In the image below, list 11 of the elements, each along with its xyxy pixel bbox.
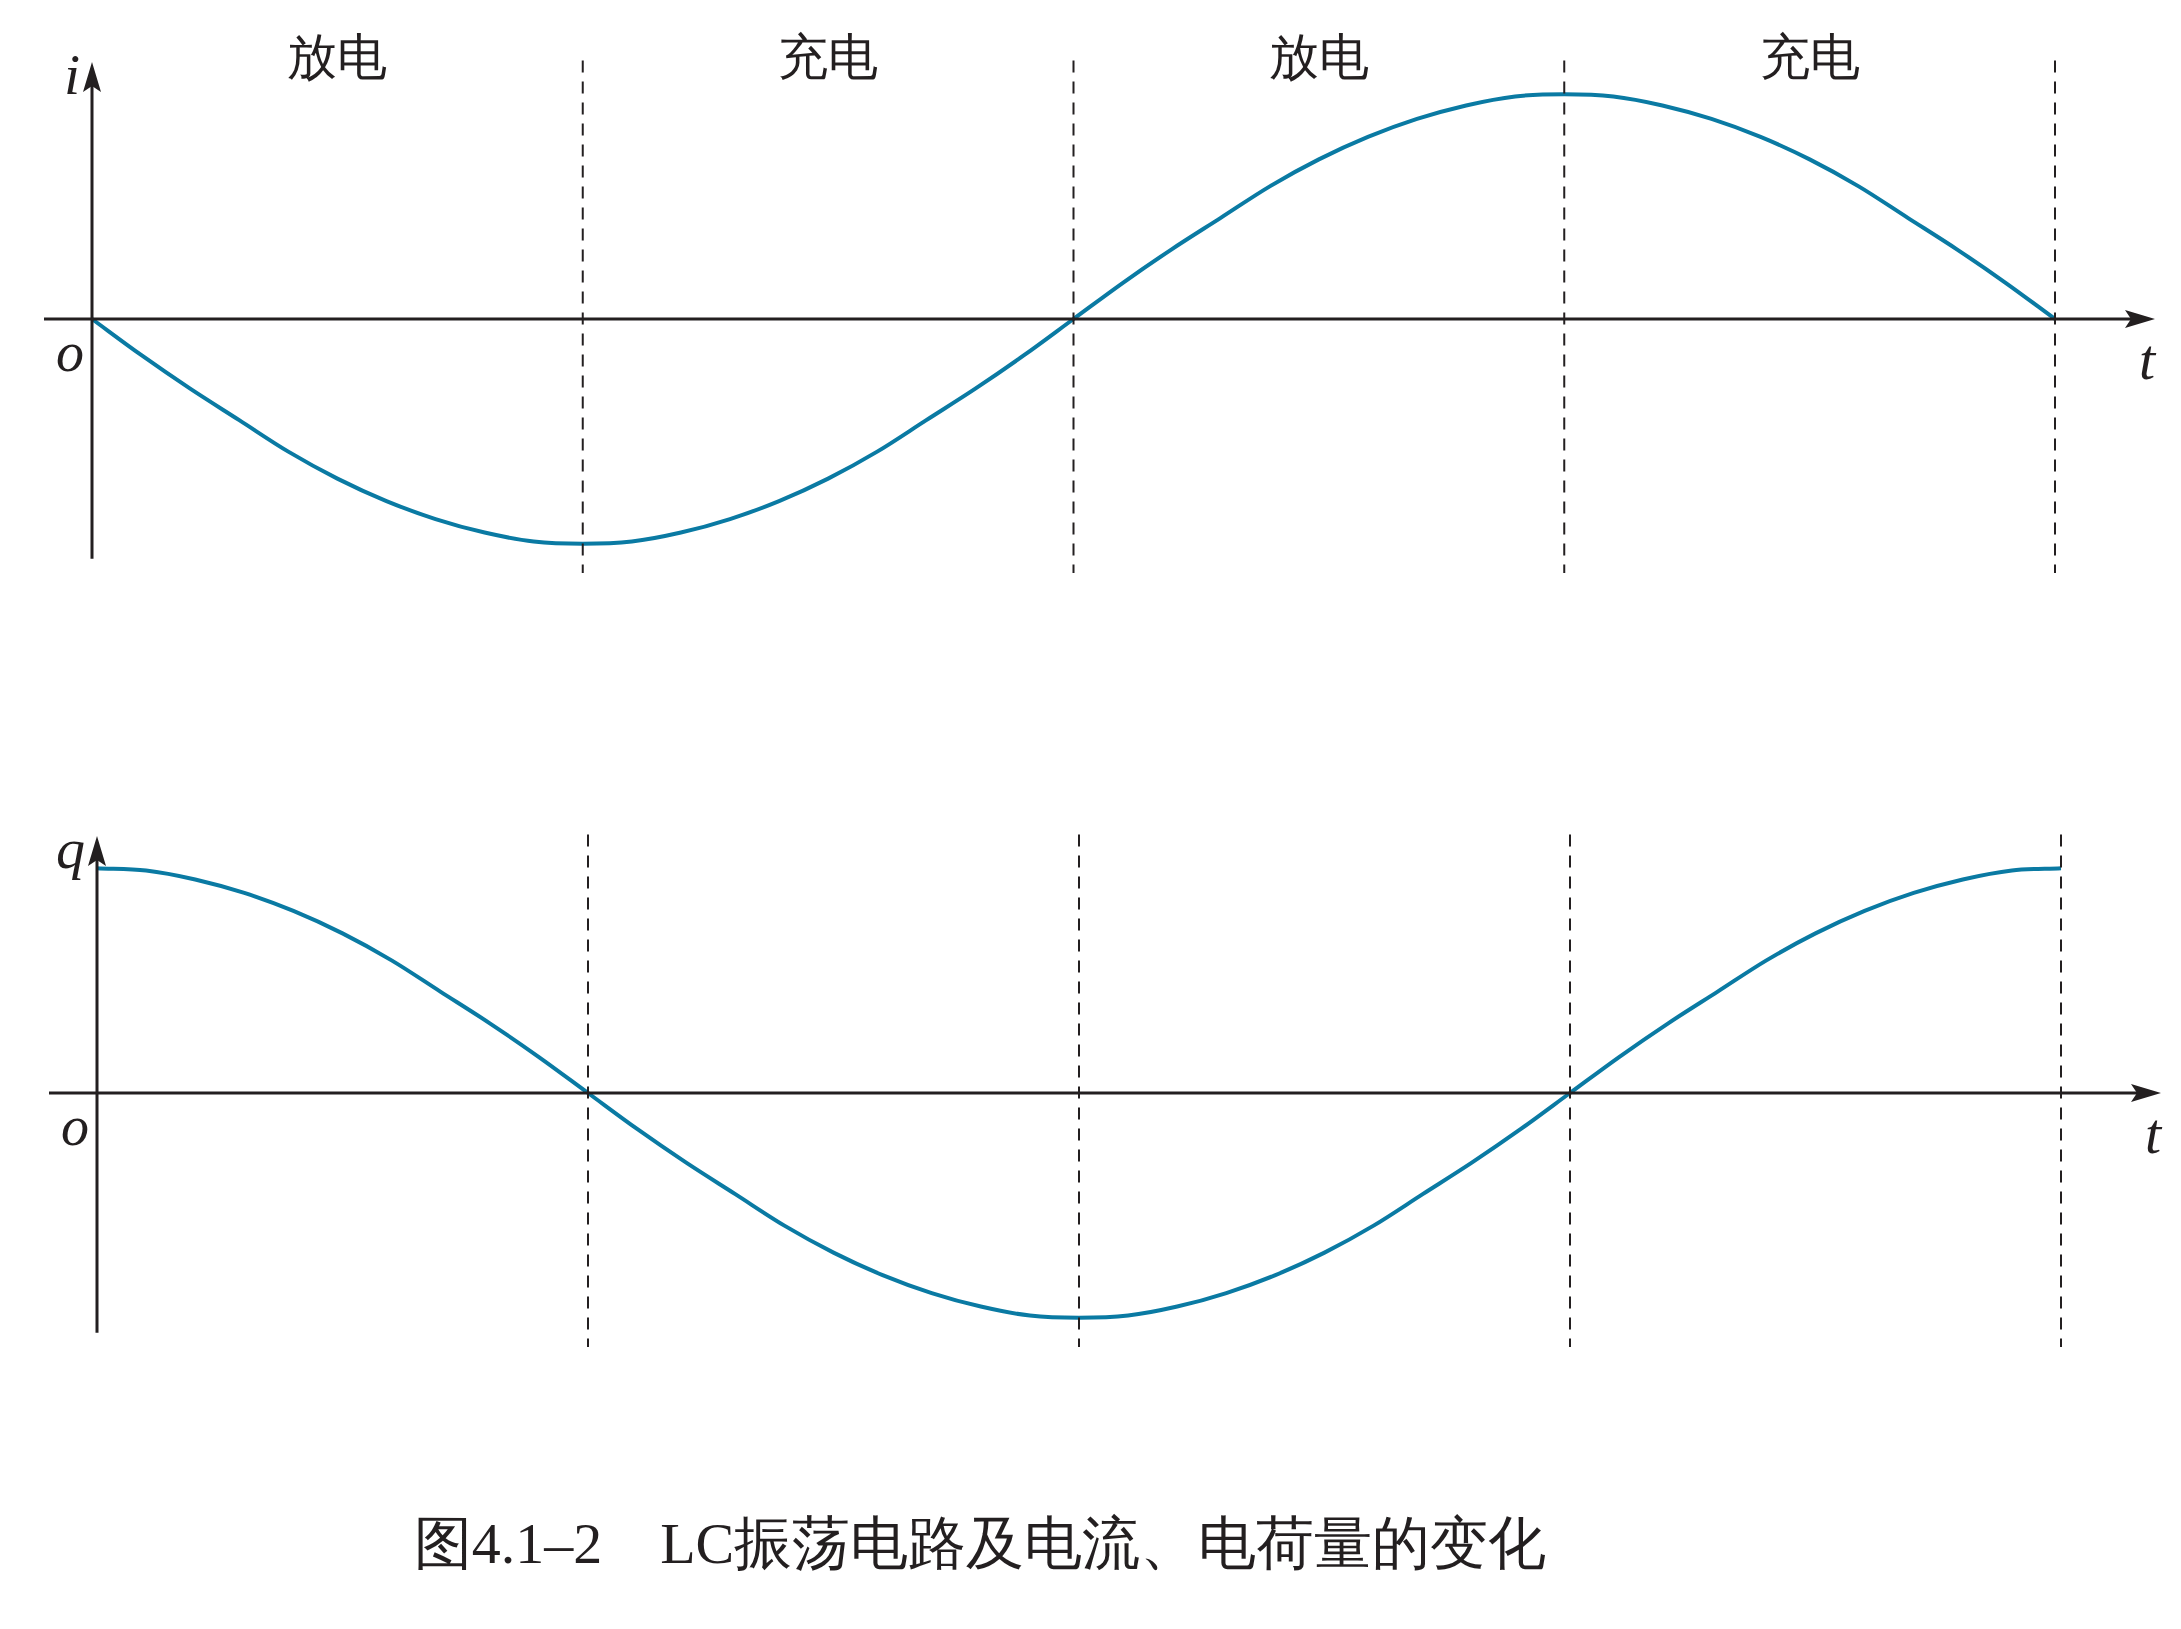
text: 图4.1–2 LC振荡电路及电流、电荷量的变化	[412, 1510, 1548, 1578]
annotation: o	[56, 321, 84, 383]
x-axis-title: t	[2138, 327, 2157, 392]
y-axis-title: i	[63, 42, 80, 108]
text: 放电	[1268, 28, 1369, 86]
annotation: o	[61, 1095, 89, 1157]
y-axis-title: q	[56, 816, 85, 882]
text: 充电	[1759, 28, 1860, 86]
x-axis-title: t	[2144, 1101, 2163, 1166]
text: 充电	[778, 28, 879, 86]
text: 放电	[287, 28, 388, 86]
